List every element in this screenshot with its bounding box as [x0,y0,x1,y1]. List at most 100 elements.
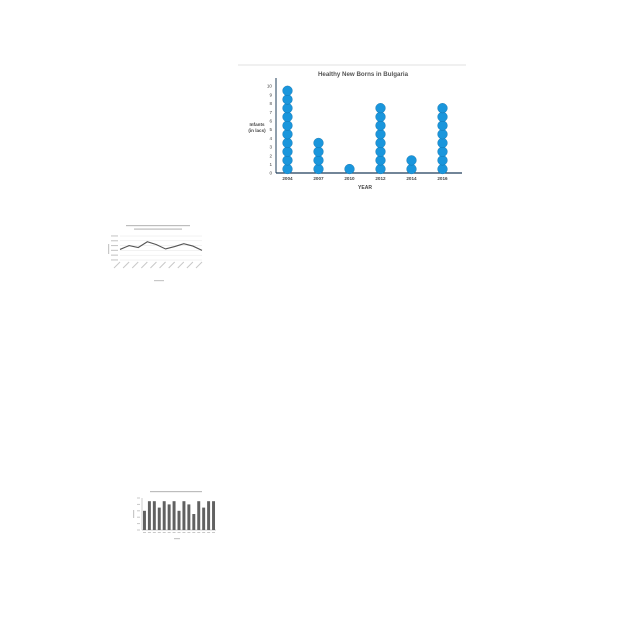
pictograph-dot [437,103,448,114]
bar-chart-svg [133,491,216,540]
y-tick-label [137,529,140,531]
bar [207,501,211,530]
y-tick-label: 10 [267,84,273,89]
pictograph-dot [437,163,448,175]
title-line [150,491,202,493]
pictograph-dot [437,111,448,122]
y-tick-label: 5 [269,127,272,132]
bar [202,507,206,530]
pictograph-dot [437,146,448,157]
x-tick-label: 2007 [313,176,324,181]
x-axis-label: YEAR [358,185,372,191]
pictograph-dot [313,146,324,157]
bar [162,501,166,530]
pictograph-chart: Healthy New Borns in Bulgaria 0 1 2 3 4 5 6 7 8 9 1… [238,64,466,194]
x-tick-label [177,532,181,533]
y-tick-label [111,240,118,242]
y-tick-label [137,516,140,518]
bar [147,501,151,530]
pictograph-dot [282,103,293,114]
pictograph-dot [344,163,355,175]
bar [167,504,171,530]
pictograph-dot [282,146,293,157]
y-tick-label: 3 [269,145,272,150]
x-tick-label [195,261,203,269]
pictograph-dot [282,120,293,131]
y-tick-label [111,254,118,256]
y-tick-label [111,235,118,237]
y-axis-label [133,510,135,518]
x-tick-label [167,532,171,533]
y-tick-label [111,249,118,251]
x-tick-label [150,261,157,269]
y-axis-label: Infants [249,122,265,127]
pictograph-dot [375,155,386,166]
pictograph-dot [282,155,293,166]
bar [172,501,176,530]
pictograph-dot [437,120,448,131]
y-tick-label: 9 [269,92,272,97]
bar [192,514,196,530]
line-chart-thumbnail [108,222,208,286]
x-tick-label [168,261,176,269]
pictograph-dot [375,129,386,140]
bar [197,501,201,530]
pictograph-dot [282,111,293,122]
pictograph-dot [282,129,293,140]
pictograph-dot [375,103,386,114]
x-tick-label [202,532,206,533]
chart-title: Healthy New Borns in Bulgaria [318,71,409,78]
x-tick-label [159,261,166,269]
pictograph-dot [282,163,293,175]
x-tick-label: 2010 [344,176,355,181]
pictograph-chart-svg: Healthy New Borns in Bulgaria 0 1 2 3 4 5 6 7 8 9 1… [238,64,466,191]
pictograph-dot [313,155,324,166]
x-tick-label [131,261,139,269]
y-tick-label: 1 [269,162,272,167]
x-tick-label [142,532,146,533]
y-tick-label [137,497,140,499]
y-tick-label [137,503,140,505]
x-tick-label: 2012 [375,176,386,181]
bar [182,501,186,530]
pictograph-dot [375,146,386,157]
x-tick-label [113,261,121,269]
x-tick-label [172,532,176,533]
y-tick-label [137,510,140,512]
x-tick-label [177,261,185,269]
x-tick-label [207,532,211,533]
x-tick-label [147,532,151,533]
y-tick-label: 2 [269,153,272,158]
y-axis-label: (in lacs) [248,128,266,133]
bar [187,504,191,530]
title-line [134,228,182,230]
pictograph-dot [282,94,293,105]
y-tick-label: 6 [269,119,272,124]
x-tick-label [187,532,191,533]
pictograph-dot [375,137,386,149]
y-tick-label [111,245,118,247]
pictograph-dot [313,163,324,175]
x-tick-label [140,261,148,269]
x-tick-label [162,532,166,533]
y-tick-label: 0 [269,171,272,176]
bar [142,510,146,530]
pictograph-dot [437,129,448,140]
x-tick-label [122,261,130,269]
pictograph-dot [406,163,417,175]
pictograph-dot [313,137,324,149]
pictograph-dot [375,111,386,122]
bar [212,501,216,530]
y-tick-label [111,259,118,261]
x-tick-label: 2016 [437,176,448,181]
title-line [126,225,190,227]
pictograph-dot [406,155,417,166]
pictograph-dot [282,137,293,149]
y-tick-label: 8 [269,101,272,106]
x-tick-label [152,532,156,533]
bar [177,510,181,530]
x-tick-label [186,261,194,269]
x-tick-label [157,532,161,533]
pictograph-dot [282,85,293,96]
